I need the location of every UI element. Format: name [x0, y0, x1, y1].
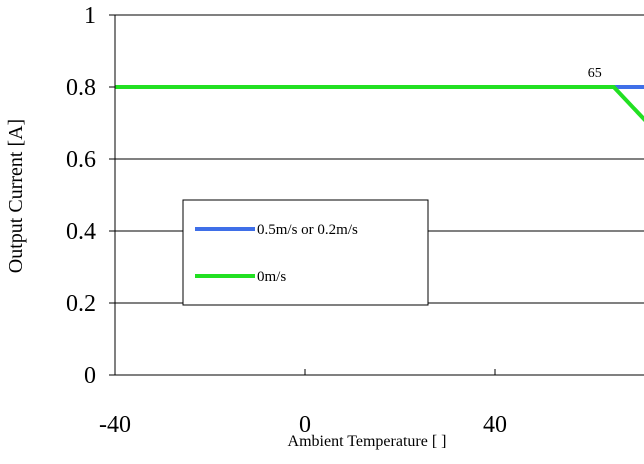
series-layer: [115, 85, 644, 123]
axis-layer: [109, 14, 644, 376]
y-axis-title: Output Current [A]: [5, 119, 27, 273]
annotation-65: 65: [588, 66, 602, 81]
y-tick-label: 1: [84, 3, 96, 29]
legend-box: [182, 199, 429, 306]
y-tick-label: 0.8: [66, 75, 96, 101]
x-axis-title: Ambient Temperature [ ]: [288, 433, 447, 450]
series-line-1: [115, 85, 644, 123]
y-tick-label: 0.2: [66, 291, 96, 317]
y-tick-label: 0.6: [66, 147, 96, 173]
x-tick-label: -40: [99, 412, 131, 438]
y-tick-label: 0.4: [66, 219, 96, 245]
legend: 0.5m/s or 0.2m/s 0m/s: [182, 199, 429, 306]
label-layer: 00.20.40.60.81-4004080Output Current [A]…: [5, 3, 602, 450]
legend-label: 0m/s: [257, 269, 286, 285]
x-tick-label: 0: [299, 412, 311, 438]
y-tick-label: 0: [84, 363, 96, 389]
x-tick-label: 40: [483, 412, 507, 438]
legend-label: 0.5m/s or 0.2m/s: [257, 222, 358, 238]
